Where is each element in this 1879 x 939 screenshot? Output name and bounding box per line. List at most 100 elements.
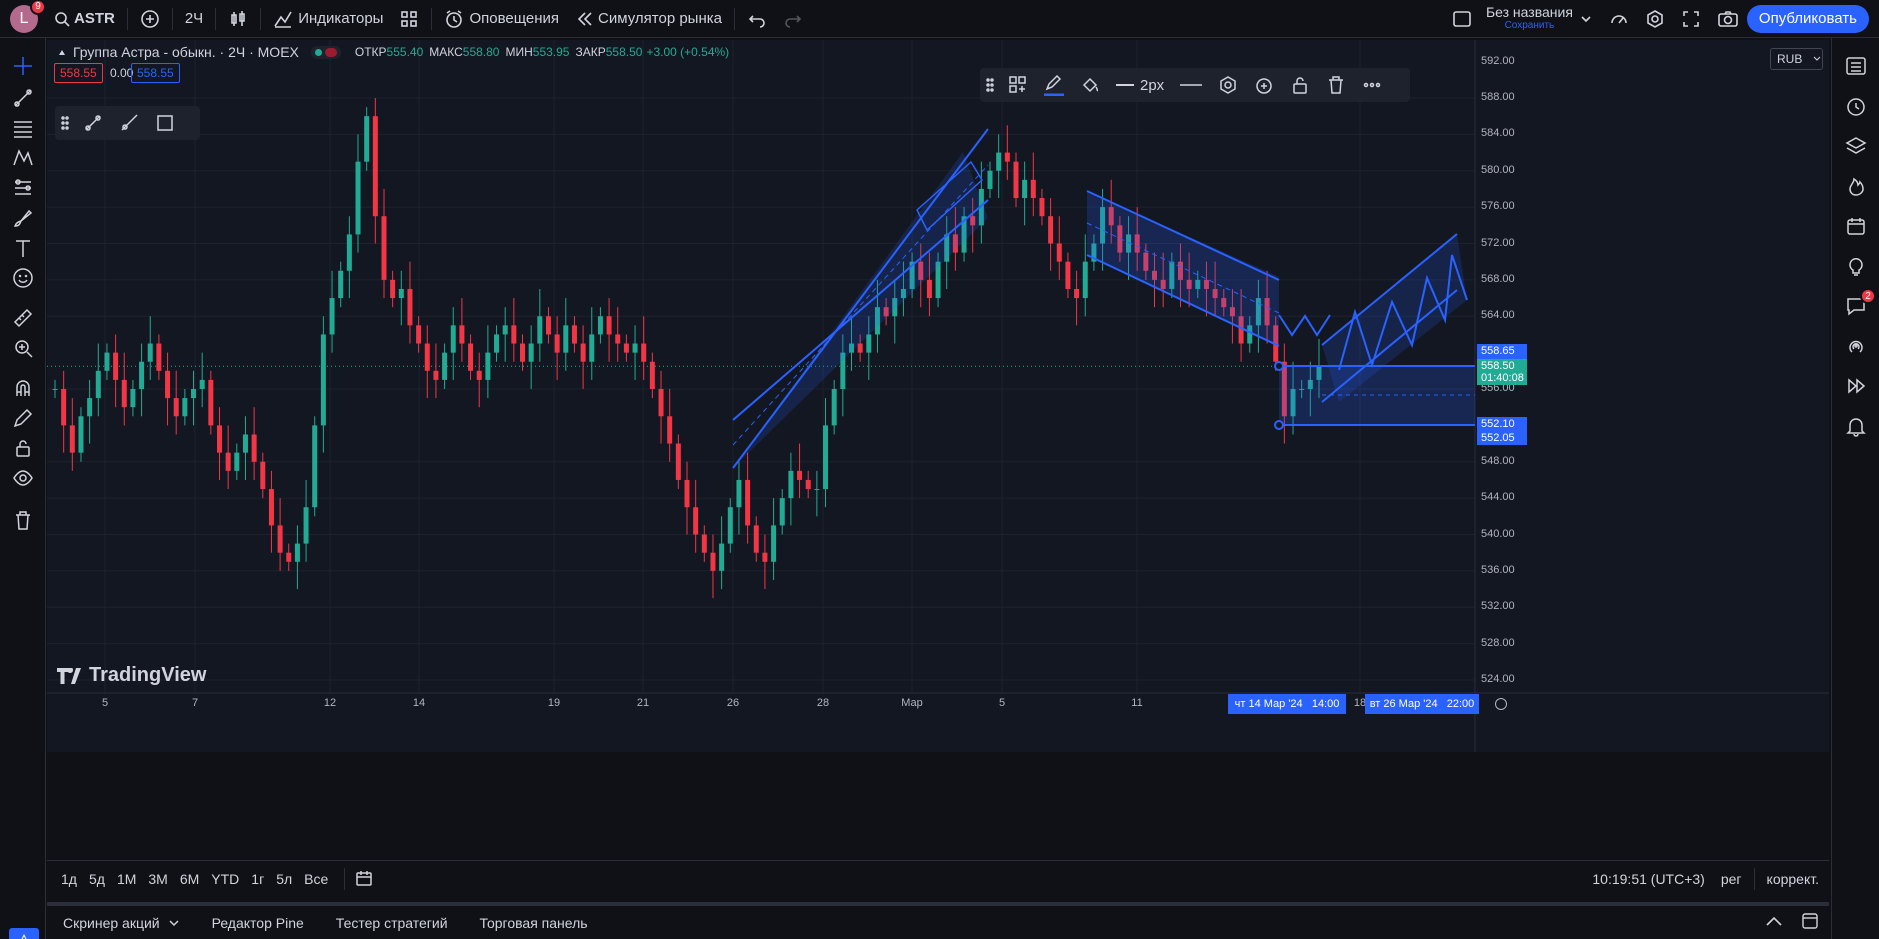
market-status-pill[interactable] bbox=[310, 45, 341, 59]
crosshair-tool[interactable] bbox=[11, 54, 35, 78]
drag-handle[interactable] bbox=[980, 68, 1000, 102]
more-button[interactable] bbox=[1354, 68, 1390, 102]
clock-timezone[interactable]: 10:19:51 (UTC+3) bbox=[1592, 870, 1705, 887]
tab-screener[interactable]: Скринер акций bbox=[47, 915, 196, 931]
tab-pine-editor[interactable]: Редактор Pine bbox=[211, 914, 304, 931]
price-label-low2: 552.05 bbox=[1477, 431, 1527, 446]
text-tool[interactable] bbox=[11, 236, 35, 260]
lock-drawings[interactable] bbox=[11, 436, 35, 460]
candle-body bbox=[719, 543, 725, 571]
lock-drawing-button[interactable] bbox=[1282, 68, 1318, 102]
replay-panel-button[interactable] bbox=[1844, 374, 1868, 398]
range-button-6[interactable]: 1г bbox=[251, 870, 265, 887]
adjust-toggle[interactable]: коррект. bbox=[1766, 870, 1819, 887]
user-avatar[interactable]: L 9 bbox=[10, 0, 46, 33]
object-tree-button[interactable] bbox=[1844, 134, 1868, 158]
add-alert-button[interactable] bbox=[1246, 68, 1282, 102]
chart-type-button[interactable] bbox=[220, 0, 256, 38]
hotlists-button[interactable] bbox=[1844, 174, 1868, 198]
candle-body bbox=[701, 534, 707, 553]
candle-body bbox=[987, 170, 993, 189]
prediction-tool[interactable] bbox=[11, 176, 35, 200]
fullscreen-button[interactable] bbox=[1673, 0, 1709, 38]
line-width-button[interactable]: 2px bbox=[1108, 68, 1172, 102]
trend-channel-tool[interactable] bbox=[75, 106, 111, 140]
notifications-button[interactable] bbox=[1844, 414, 1868, 438]
maximize-panel-button[interactable] bbox=[1801, 912, 1819, 933]
range-button-2[interactable]: 1М bbox=[116, 870, 137, 887]
remove-drawings[interactable] bbox=[11, 508, 35, 532]
stay-in-drawing-mode[interactable] bbox=[11, 406, 35, 430]
chart-canvas[interactable] bbox=[47, 40, 1829, 752]
collapse-arrow-icon[interactable] bbox=[57, 47, 67, 57]
trend-line-tool[interactable] bbox=[11, 86, 35, 110]
go-to-date-button[interactable] bbox=[355, 870, 375, 888]
candle-body bbox=[909, 261, 915, 289]
quick-search-button[interactable] bbox=[1601, 0, 1637, 38]
interval-button[interactable]: 2Ч bbox=[184, 10, 204, 27]
candle-body bbox=[623, 343, 629, 353]
collapse-panel-button[interactable] bbox=[1765, 915, 1783, 930]
indicators-button[interactable]: Индикаторы bbox=[265, 0, 391, 38]
range-button-0[interactable]: 1д bbox=[61, 870, 77, 887]
watchlist-favorite-button[interactable] bbox=[9, 928, 39, 939]
close-label: ЗАКР bbox=[575, 45, 606, 59]
session-toggle[interactable]: рег bbox=[1720, 870, 1742, 887]
patterns-tool[interactable] bbox=[11, 146, 35, 170]
ray-tool[interactable] bbox=[111, 106, 147, 140]
candle-body bbox=[589, 334, 595, 362]
calendar-button[interactable] bbox=[1844, 214, 1868, 238]
drag-handle[interactable] bbox=[55, 106, 75, 140]
chats-button[interactable]: 2 bbox=[1844, 288, 1876, 318]
symbol-search-button[interactable]: ASTR bbox=[46, 0, 123, 38]
snapshot-button[interactable] bbox=[1709, 0, 1747, 38]
fib-tool[interactable] bbox=[11, 116, 35, 140]
tab-trading-panel[interactable]: Торговая панель bbox=[479, 914, 588, 931]
line-style-button[interactable] bbox=[1172, 68, 1210, 102]
drawing-settings-button[interactable] bbox=[1210, 68, 1246, 102]
settings-button[interactable] bbox=[1637, 0, 1673, 38]
hide-drawings[interactable] bbox=[11, 466, 35, 490]
ideas-button[interactable] bbox=[1844, 254, 1868, 278]
undo-button[interactable] bbox=[739, 0, 775, 38]
calendar-goto-icon bbox=[356, 870, 373, 886]
magnet-tool[interactable] bbox=[11, 376, 35, 400]
line-color-button[interactable] bbox=[1036, 68, 1072, 102]
zoom-tool[interactable] bbox=[11, 336, 35, 360]
tab-strategy-tester[interactable]: Тестер стратегий bbox=[335, 914, 448, 931]
candle-body bbox=[571, 325, 577, 344]
rectangle-tool[interactable] bbox=[147, 106, 183, 140]
alerts-button[interactable]: Оповещения bbox=[436, 0, 567, 38]
delete-drawing-button[interactable] bbox=[1318, 68, 1354, 102]
redo-button[interactable] bbox=[775, 0, 811, 38]
range-button-3[interactable]: 3М bbox=[148, 870, 168, 887]
brush-tool[interactable] bbox=[11, 206, 35, 230]
layout-menu[interactable]: Без названия Сохранить bbox=[1444, 0, 1601, 38]
emoji-tool[interactable] bbox=[11, 266, 35, 290]
pattern-icon bbox=[13, 149, 33, 166]
currency-select[interactable]: RUB bbox=[1770, 48, 1823, 70]
undo-icon bbox=[748, 14, 765, 28]
range-button-4[interactable]: 6М bbox=[179, 870, 200, 887]
fill-color-button[interactable] bbox=[1072, 68, 1108, 102]
streams-button[interactable] bbox=[1844, 334, 1868, 358]
buy-button[interactable]: 558.55 bbox=[131, 63, 180, 83]
replay-button[interactable]: Симулятор рынка bbox=[567, 0, 730, 38]
publish-button[interactable]: Опубликовать bbox=[1746, 4, 1869, 33]
range-button-7[interactable]: 5л bbox=[276, 870, 293, 887]
sell-button[interactable]: 558.55 bbox=[54, 63, 103, 83]
time-axis-settings-icon[interactable] bbox=[1495, 698, 1507, 710]
range-button-5[interactable]: YTD bbox=[211, 870, 240, 887]
templates-button[interactable] bbox=[391, 0, 427, 38]
range-button-8[interactable]: Все bbox=[304, 870, 329, 887]
template-button[interactable] bbox=[1000, 68, 1036, 102]
bell-icon bbox=[1846, 418, 1866, 437]
candle-body bbox=[130, 389, 136, 408]
alerts-panel-button[interactable] bbox=[1844, 94, 1868, 118]
compare-button[interactable] bbox=[132, 0, 168, 38]
candle-body bbox=[883, 307, 889, 317]
chart-pane[interactable]: Группа Астра - обыкн. · 2Ч · MOEX ОТКР 55… bbox=[47, 40, 1829, 752]
range-button-1[interactable]: 5д bbox=[88, 870, 105, 887]
ruler-tool[interactable] bbox=[11, 306, 35, 330]
watchlist-button[interactable] bbox=[1844, 54, 1868, 78]
